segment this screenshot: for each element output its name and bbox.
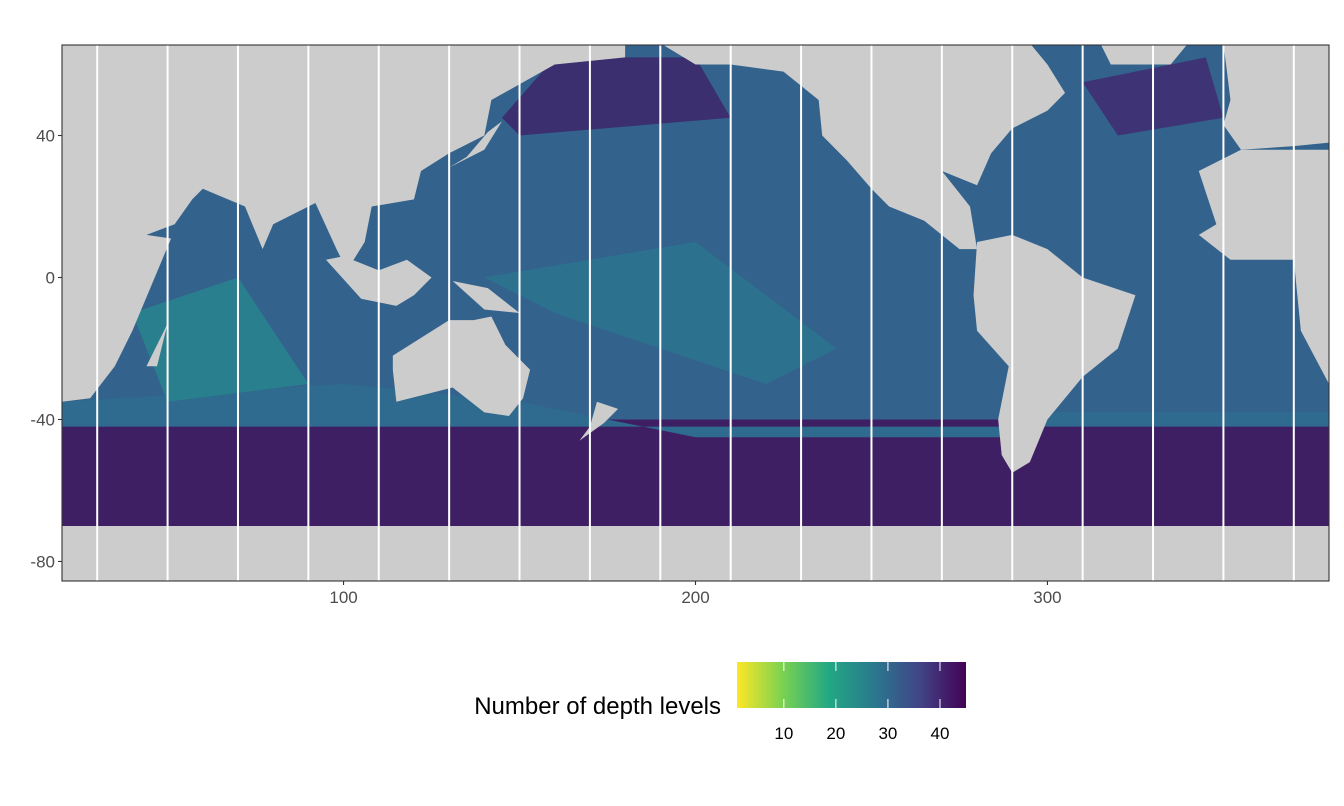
x-tick-label: 300	[1033, 588, 1061, 607]
colorbar-tick-label: 30	[878, 724, 897, 743]
y-tick-label: 40	[36, 127, 55, 146]
colorbar-tick-label: 10	[774, 724, 793, 743]
ocean-cell-region	[501, 57, 731, 136]
colorbar-tick-label: 40	[931, 724, 950, 743]
land-eurasia-africa	[62, 45, 626, 402]
y-tick-label: -40	[30, 410, 55, 429]
x-tick-label: 100	[329, 588, 357, 607]
land-japan	[449, 121, 502, 168]
land-europe	[1223, 45, 1329, 150]
y-tick-label: -80	[30, 552, 55, 571]
land-new-guinea	[452, 281, 520, 313]
land-south-america	[973, 234, 1136, 473]
land-madagascar	[146, 323, 168, 367]
x-tick-label: 200	[681, 588, 709, 607]
land-north-america	[663, 45, 1066, 250]
land-greenland	[1101, 45, 1187, 65]
colorbar	[737, 662, 966, 708]
land-west-africa	[1198, 149, 1329, 384]
y-tick-label: 0	[46, 269, 55, 288]
land-australia	[392, 316, 531, 416]
ocean-cell-region	[132, 277, 309, 402]
legend-title: Number of depth levels	[474, 693, 721, 720]
colorbar-tick-label: 20	[826, 724, 845, 743]
land-antarctica	[62, 525, 1329, 581]
map-panel	[62, 45, 1329, 581]
legend: Number of depth levels 10 20 30 40	[474, 662, 966, 743]
